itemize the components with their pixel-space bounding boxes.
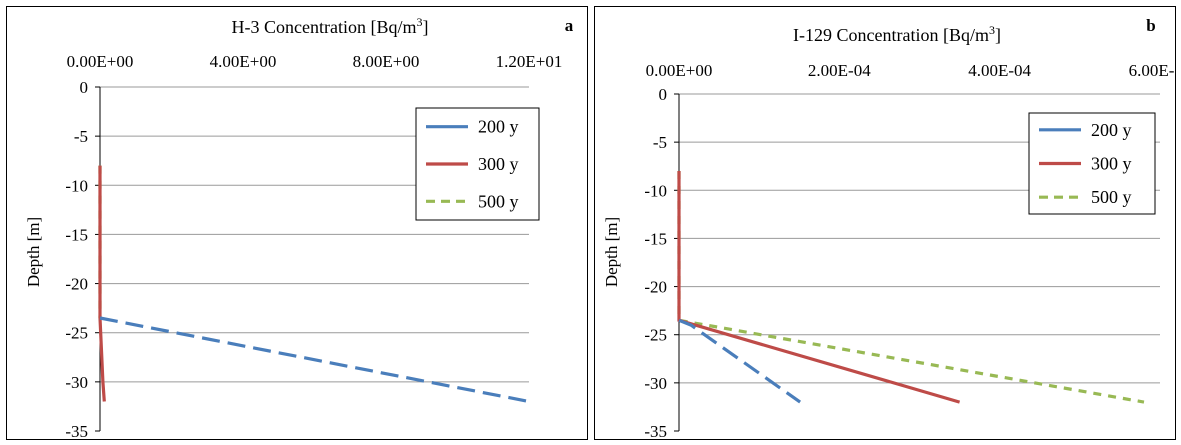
chart-b-legend-label: 200 y	[1091, 120, 1132, 140]
chart-a-y-tick-label: -35	[65, 422, 88, 439]
chart-b-y-tick-label: 0	[659, 85, 668, 104]
chart-b-y-axis-label: Depth [m]	[602, 217, 621, 287]
chart-b-legend-label: 300 y	[1091, 154, 1132, 174]
chart-b-y-tick-label: -25	[644, 326, 667, 345]
chart-a-y-tick-label: -10	[65, 176, 88, 195]
chart-a-x-tick-label: 4.00E+00	[210, 52, 277, 71]
chart-b-y-tick-label: -35	[644, 422, 667, 439]
chart-a-legend-label: 500 y	[478, 191, 519, 211]
chart-a-y-tick-label: -15	[65, 225, 88, 244]
chart-a-series-200y	[99, 316, 530, 404]
chart-i129-svg: b I-129 Concentration [Bq/m3] 0 -5 -10 -15 -20…	[602, 16, 1175, 439]
chart-h3-svg: a H-3 Concentration [Bq/m3] 0 -5 -10 -15 -20 -2…	[24, 15, 574, 439]
chart-b-y-tick-label: -15	[644, 229, 667, 248]
chart-a-panel-label: a	[565, 16, 574, 35]
chart-a-y-tick-label: -30	[65, 373, 88, 392]
chart-a-y-tick-label: -25	[65, 324, 88, 343]
chart-b-series-200y	[678, 318, 802, 404]
chart-panel-h3: a H-3 Concentration [Bq/m3] 0 -5 -10 -15 -20 -2…	[6, 6, 588, 440]
chart-b-x-tick-label: 4.00E-04	[968, 61, 1031, 80]
chart-b-x-tick-label: 0.00E+00	[646, 61, 713, 80]
chart-a-legend-label: 200 y	[478, 117, 519, 137]
chart-b-title: I-129 Concentration [Bq/m3]	[793, 23, 1001, 45]
chart-a-y-axis-label: Depth [m]	[24, 217, 43, 287]
chart-a-y-tick-label: 0	[80, 78, 89, 97]
chart-a-x-tick-label: 1.20E+01	[496, 52, 563, 71]
chart-b-x-tick-label: 6.00E-04	[1129, 61, 1175, 80]
chart-a-y-tick-label: -5	[74, 127, 88, 146]
chart-panel-i129: b I-129 Concentration [Bq/m3] 0 -5 -10 -15 -20…	[594, 6, 1176, 440]
chart-a-title: H-3 Concentration [Bq/m3]	[232, 15, 429, 37]
chart-b-panel-label: b	[1146, 16, 1155, 35]
chart-b-y-tick-label: -5	[653, 133, 667, 152]
chart-b-legend-label: 500 y	[1091, 187, 1132, 207]
chart-b-y-tick-label: -30	[644, 374, 667, 393]
chart-a-series-300y	[98, 165, 106, 402]
chart-a-x-tick-label: 8.00E+00	[353, 52, 420, 71]
chart-a-y-tick-label: -20	[65, 275, 88, 294]
chart-a-legend-label: 300 y	[478, 154, 519, 174]
chart-a-x-tick-label: 0.00E+00	[67, 52, 134, 71]
chart-b-y-tick-label: -20	[644, 278, 667, 297]
chart-b-y-tick-label: -10	[644, 181, 667, 200]
chart-b-x-tick-label: 2.00E-04	[808, 61, 871, 80]
